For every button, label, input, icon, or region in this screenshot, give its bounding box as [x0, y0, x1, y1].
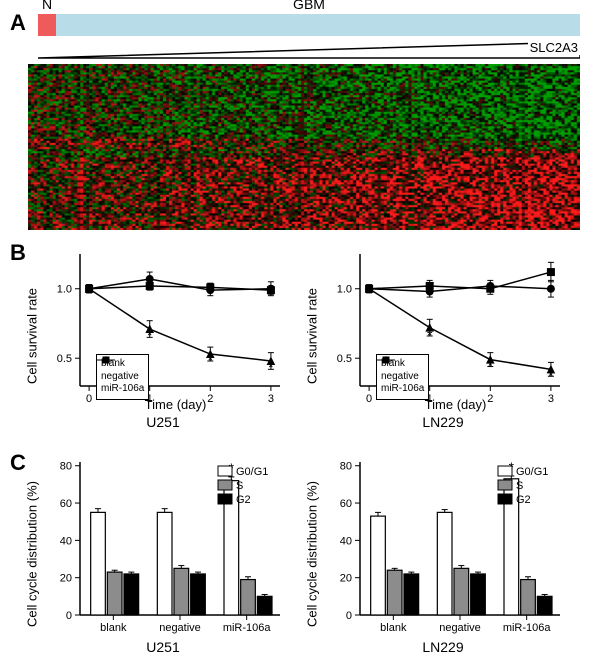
svg-text:negative: negative	[439, 622, 481, 634]
svg-text:*: *	[268, 359, 274, 375]
panel-a-label: A	[10, 10, 26, 36]
panel-a-topbar: N GBM	[38, 14, 580, 36]
panel-b-label: B	[10, 240, 26, 266]
svg-text:*: *	[548, 367, 554, 383]
svg-text:S: S	[516, 480, 523, 492]
svg-text:60: 60	[60, 498, 72, 510]
gbm-block	[56, 14, 580, 36]
n-label: N	[42, 0, 52, 12]
svg-text:*: *	[208, 352, 214, 368]
legend: blanknegativemiR-106a	[96, 354, 149, 400]
svg-text:3: 3	[268, 393, 274, 405]
svg-text:*: *	[488, 358, 494, 374]
barchart-u251: Cell cycle distribution (%) U251 0204060…	[38, 456, 288, 651]
svg-text:60: 60	[340, 498, 352, 510]
linechart-u251: Cell survival rate Time (day) U251 01230…	[38, 246, 288, 426]
svg-text:2: 2	[207, 393, 213, 405]
svg-text:40: 40	[60, 535, 72, 547]
gbm-label: GBM	[293, 0, 325, 12]
svg-text:G2: G2	[516, 494, 531, 506]
svg-text:G0/G1: G0/G1	[516, 466, 548, 478]
heatmap	[28, 64, 580, 230]
svg-text:40: 40	[340, 535, 352, 547]
barchart-ln229: Cell cycle distribution (%) LN229 020406…	[318, 456, 568, 651]
panel-a: A N GBM SLC2A3	[10, 10, 590, 230]
svg-text:80: 80	[340, 461, 352, 473]
legend: blanknegativemiR-106a	[376, 354, 429, 400]
svg-text:20: 20	[340, 573, 352, 585]
svg-text:0: 0	[86, 393, 92, 405]
svg-text:blank: blank	[100, 622, 127, 634]
figure-root: A N GBM SLC2A3 B Cell survival rate Time…	[10, 10, 590, 660]
svg-text:0: 0	[366, 393, 372, 405]
svg-text:1.0: 1.0	[337, 284, 352, 296]
svg-text:0: 0	[346, 610, 352, 622]
svg-text:0: 0	[66, 610, 72, 622]
svg-text:20: 20	[60, 573, 72, 585]
panel-c-label: C	[10, 450, 26, 476]
svg-text:1.0: 1.0	[57, 284, 72, 296]
svg-text:*: *	[427, 327, 433, 343]
svg-text:80: 80	[60, 461, 72, 473]
svg-text:blank: blank	[380, 622, 407, 634]
svg-text:miR-106a: miR-106a	[503, 622, 552, 634]
panel-c: C Cell cycle distribution (%) U251 02040…	[10, 450, 590, 660]
svg-text:miR-106a: miR-106a	[223, 622, 272, 634]
svg-text:3: 3	[548, 393, 554, 405]
svg-text:G2: G2	[236, 494, 251, 506]
svg-text:S: S	[236, 480, 243, 492]
svg-text:negative: negative	[159, 622, 201, 634]
svg-text:2: 2	[487, 393, 493, 405]
svg-text:0.5: 0.5	[337, 353, 352, 365]
n-block	[38, 14, 56, 36]
gradient-label: SLC2A3	[528, 40, 580, 55]
linechart-ln229: Cell survival rate Time (day) LN229 0123…	[318, 246, 568, 426]
gradient-wedge	[38, 40, 580, 62]
panel-b: B Cell survival rate Time (day) U251 012…	[10, 240, 590, 440]
svg-text:0.5: 0.5	[57, 353, 72, 365]
svg-text:G0/G1: G0/G1	[236, 466, 268, 478]
svg-text:*: *	[147, 327, 153, 343]
